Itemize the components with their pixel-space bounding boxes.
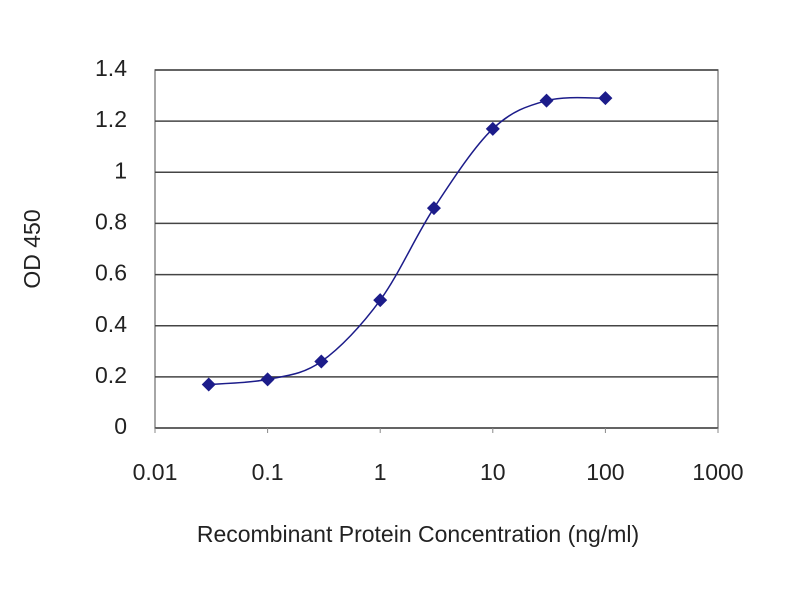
x-tick-label: 100 xyxy=(586,459,624,485)
y-tick-label: 1 xyxy=(114,157,127,183)
y-tick-label: 0.2 xyxy=(95,362,127,388)
marker xyxy=(598,91,613,106)
y-tick-label: 1.4 xyxy=(95,55,127,81)
y-tick-label: 0.8 xyxy=(95,209,127,235)
marker xyxy=(539,93,554,108)
plot-area xyxy=(154,69,719,429)
y-tick-label: 0.4 xyxy=(95,311,127,337)
marker xyxy=(314,354,329,369)
curve xyxy=(208,96,606,386)
marker xyxy=(485,121,500,136)
marker xyxy=(260,372,275,387)
x-tick-label: 1000 xyxy=(692,459,743,485)
y-tick-label: 0 xyxy=(114,413,127,439)
marker xyxy=(426,201,441,216)
y-tick-label: 0.6 xyxy=(95,260,127,286)
y-axis-label: OD 450 xyxy=(19,209,45,288)
x-tick-label: 0.01 xyxy=(133,459,178,485)
marker xyxy=(373,293,388,308)
marker xyxy=(201,377,216,392)
y-tick-label: 1.2 xyxy=(95,106,127,132)
x-tick-label: 0.1 xyxy=(252,459,284,485)
x-tick-label: 10 xyxy=(480,459,506,485)
x-tick-label: 1 xyxy=(374,459,387,485)
x-axis-label: Recombinant Protein Concentration (ng/ml… xyxy=(197,521,639,547)
